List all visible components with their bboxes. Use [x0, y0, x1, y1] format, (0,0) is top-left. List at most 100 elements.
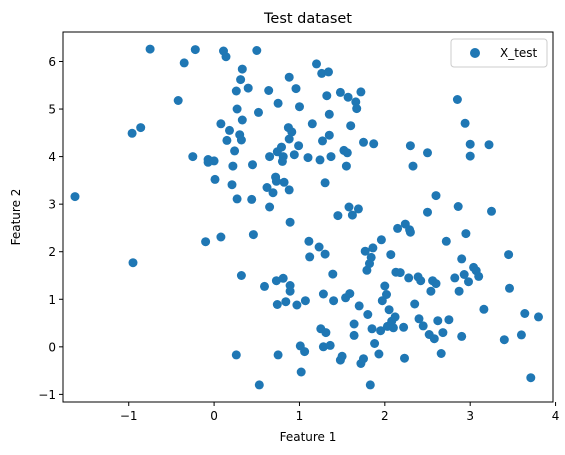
data-point — [426, 286, 436, 296]
data-point — [504, 250, 514, 260]
data-point — [128, 258, 138, 268]
data-point — [300, 296, 310, 306]
x-tick-label: 0 — [210, 409, 218, 423]
data-point — [273, 98, 283, 108]
y-tick-label: 6 — [48, 55, 56, 69]
data-point — [460, 118, 470, 128]
data-point — [399, 322, 409, 332]
x-axis-label: Feature 1 — [280, 430, 337, 444]
data-point — [221, 52, 231, 62]
data-point — [359, 137, 368, 147]
data-point — [237, 115, 247, 125]
data-point — [145, 44, 155, 54]
data-point — [284, 185, 294, 195]
data-point — [210, 174, 220, 184]
data-point — [230, 146, 240, 156]
data-point — [454, 286, 464, 296]
data-point — [188, 152, 198, 162]
data-point — [243, 83, 253, 93]
data-point — [347, 210, 357, 220]
data-point — [209, 156, 219, 166]
data-point — [236, 75, 246, 85]
data-point — [237, 64, 247, 74]
data-point — [465, 151, 475, 161]
data-point — [356, 87, 366, 97]
data-point — [410, 299, 420, 309]
data-point — [285, 286, 295, 296]
data-point — [294, 141, 304, 151]
data-point — [433, 316, 443, 326]
data-point — [367, 324, 377, 334]
data-point — [337, 351, 347, 361]
data-point — [272, 300, 282, 309]
data-point — [363, 310, 373, 319]
data-point — [484, 140, 494, 150]
data-point — [382, 290, 391, 299]
y-tick-label: 3 — [48, 198, 56, 212]
y-axis-ticks: −1 0 1 2 3 4 5 6 — [38, 55, 63, 402]
data-point — [344, 202, 354, 212]
data-point — [368, 243, 378, 253]
data-point — [264, 86, 274, 95]
data-point — [231, 350, 241, 360]
x-tick-label: 4 — [552, 409, 560, 423]
data-point — [376, 326, 386, 336]
data-point — [429, 334, 439, 344]
data-point — [225, 125, 234, 135]
data-point — [304, 236, 314, 246]
data-point — [324, 109, 334, 119]
data-point — [479, 304, 489, 314]
data-point — [461, 229, 471, 239]
data-point — [499, 335, 509, 345]
data-point — [343, 92, 353, 102]
data-point — [296, 367, 306, 377]
data-point — [268, 188, 278, 198]
data-point — [190, 45, 200, 55]
data-point — [365, 380, 375, 390]
data-point — [457, 331, 467, 341]
data-point — [232, 194, 242, 204]
data-point — [342, 148, 352, 158]
data-point — [380, 281, 390, 291]
data-point — [216, 232, 226, 242]
data-point — [231, 86, 241, 96]
data-point — [318, 342, 328, 352]
data-point — [314, 242, 324, 252]
data-point — [376, 235, 386, 245]
data-point — [70, 192, 80, 202]
data-point — [408, 161, 418, 171]
data-point — [321, 328, 331, 338]
data-point — [305, 252, 315, 262]
data-point — [423, 148, 432, 158]
data-point — [360, 246, 370, 256]
data-point — [335, 87, 345, 97]
data-point — [320, 178, 330, 188]
data-point — [464, 277, 473, 287]
data-point — [329, 296, 339, 306]
data-point — [236, 271, 246, 280]
data-point — [370, 339, 380, 348]
data-point — [312, 59, 321, 69]
data-point — [444, 315, 454, 325]
y-axis-label: Feature 2 — [9, 189, 23, 246]
data-point — [303, 153, 313, 163]
data-point — [349, 319, 359, 329]
data-point — [300, 347, 310, 357]
data-point — [278, 152, 288, 162]
data-point — [404, 273, 414, 283]
data-point — [487, 206, 496, 216]
legend-box — [450, 38, 548, 68]
data-point — [333, 211, 343, 221]
data-point — [295, 102, 304, 112]
data-point — [291, 84, 301, 94]
data-point — [390, 312, 400, 322]
x-tick-label: 2 — [381, 409, 389, 423]
data-point — [284, 134, 294, 144]
legend-marker — [470, 48, 480, 58]
data-point — [285, 217, 295, 227]
data-point — [254, 380, 264, 390]
y-tick-label: −1 — [38, 388, 56, 402]
legend-label: X_test — [500, 46, 538, 60]
data-point — [465, 139, 475, 149]
